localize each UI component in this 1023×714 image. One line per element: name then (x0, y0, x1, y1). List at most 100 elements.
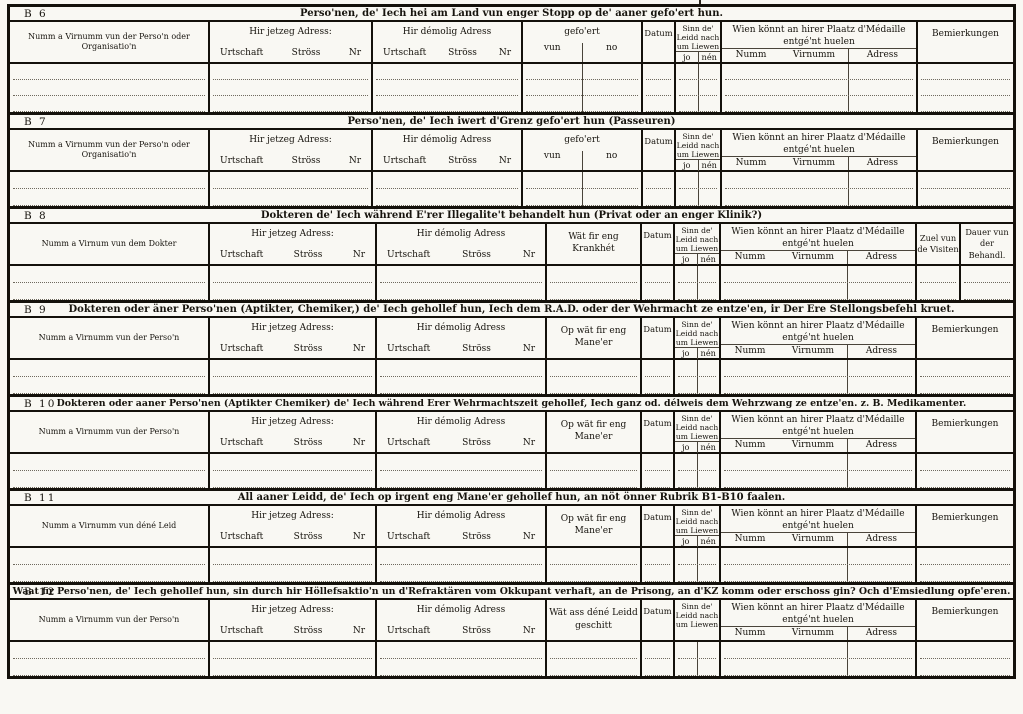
nr-label: Nr (522, 438, 535, 448)
virnumm-label: Virnumm (791, 534, 835, 545)
medal-sublabels: Numm Virnumm Adress (721, 532, 915, 546)
urtschaft-label: Urtschaft (220, 48, 264, 58)
entry-cell-remarks (917, 360, 1013, 377)
address-sublabels: Urtschaft Ströss Nr (220, 48, 361, 58)
entry-cell-datum (642, 377, 675, 394)
entry-cell-former-address (377, 642, 547, 659)
header-former-address: Hir démolig Adress Urtschaft Ströss Nr (377, 506, 547, 546)
entry-cell-current-address (210, 80, 373, 96)
urtschaft-label: Urtschaft (383, 156, 427, 166)
header-remarks: Bemierkungen (932, 137, 999, 147)
entry-cell-medal (721, 454, 917, 471)
entry-row (10, 172, 1013, 189)
section-b10: B 10 Dokteren oder aaner Perso'nen (Apti… (10, 397, 1013, 491)
entry-cell-gefoert (523, 64, 643, 80)
nr-label: Nr (522, 626, 535, 636)
what-happened-line2: geschitt (575, 620, 612, 631)
entry-cell-name (10, 471, 210, 488)
column-divider (848, 189, 849, 206)
nr-label: Nr (352, 532, 365, 542)
section-title-row: B 11 All aaner Leidd, de' Iech op irgent… (10, 491, 1013, 506)
entry-cell-current-address (210, 548, 377, 565)
entry-cell-name (10, 642, 210, 659)
section-title: Dokteren oder aaner Perso'nen (Aptikter … (56, 398, 967, 409)
jo-nen-sublabels: jo nén (676, 159, 720, 172)
address-sublabels: Urtschaft Ströss Nr (387, 250, 535, 260)
adress-label: Adress (847, 533, 915, 546)
stross-label: Ströss (293, 438, 323, 448)
entry-cell-jo-nen (675, 454, 721, 471)
current-address-label: Hir jetzeg Adress: (249, 27, 332, 37)
header-what-happened: Wät ass déné Leidd geschitt (547, 600, 642, 640)
entry-cell-medal (721, 642, 917, 659)
alive-label-line3: um Liewen (675, 526, 719, 536)
entry-cell-remarks (918, 80, 1013, 96)
header-datum: Datum (642, 412, 675, 452)
alive-label-line1: Sinn de' (681, 508, 713, 517)
current-address-label: Hir jetzeg Adress: (251, 229, 334, 239)
entry-cell-remarks (917, 642, 1013, 659)
header-name-column: Numm a Virnumm vun der Perso'n (10, 600, 210, 640)
alive-label-line2: Leidd nach (675, 235, 719, 245)
entry-rows (10, 642, 1013, 676)
entry-rows (10, 548, 1013, 582)
entry-cell-jo-nen (676, 80, 722, 96)
header-former-address: Hir démolig Adress Urtschaft Ströss Nr (373, 130, 523, 170)
header-alive: Sinn de' Leidd nach um Liewen jo nén (675, 318, 721, 360)
entry-cell-datum (643, 172, 676, 189)
entry-cell-current-address (210, 454, 377, 471)
entry-cell-jo-nen (675, 642, 721, 659)
entry-cell-former-address (377, 454, 547, 471)
nr-label: Nr (522, 532, 535, 542)
column-divider (697, 377, 698, 394)
section-title: Waat fir Perso'nen, de' Iech gehollef hu… (12, 586, 1011, 597)
medal-sublabels: Numm Virnumm Adress (722, 156, 916, 170)
address-sublabels: Urtschaft Ströss Nr (220, 344, 365, 354)
header-alive: Sinn de' Leidd nach um Liewen jo nén (675, 412, 721, 454)
medal-label-line2: entgé'nt huelen (782, 332, 854, 343)
column-divider (582, 64, 583, 80)
entry-cell-former-address (377, 360, 547, 377)
entry-cell-name (10, 172, 210, 189)
column-divider (582, 172, 583, 189)
section-id: B 10 (24, 398, 57, 410)
medal-label-line1: Wien könnt an hirer Plaatz d'Médaille (731, 603, 905, 613)
nr-label: Nr (498, 48, 511, 58)
entry-cell-what-happened (547, 659, 642, 676)
medal-label-line2: entgé'nt huelen (782, 426, 854, 437)
numm-label: Numm (735, 50, 767, 61)
entry-rows (10, 172, 1013, 206)
header-medal: Wien könnt an hirer Plaatz d'Médaille en… (722, 130, 918, 170)
entry-cell-what-happened (547, 642, 642, 659)
numm-label: Numm (734, 628, 766, 639)
header-gefoert: gefo'ert vun no (523, 22, 643, 62)
medal-sublabels: Numm Virnumm Adress (722, 48, 916, 62)
former-address-label: Hir démolig Adress (416, 417, 506, 427)
former-address-label: Hir démolig Adress (416, 229, 506, 239)
alive-label-line1: Sinn de' (681, 414, 713, 423)
section-title: Dokteren de' Iech während E'rer Illegali… (260, 210, 763, 221)
entry-cell-datum (643, 96, 676, 112)
header-datum: Datum (642, 318, 675, 358)
entry-cell-medal (721, 283, 917, 300)
column-divider (847, 471, 848, 488)
column-divider (847, 454, 848, 471)
jo-label: jo (683, 160, 691, 171)
medal-sublabels: Numm Virnumm Adress (721, 626, 915, 640)
entry-cell-name (10, 659, 210, 676)
stross-label: Ströss (462, 626, 491, 636)
no-label: no (581, 43, 642, 62)
entry-cell-gefoert (523, 172, 643, 189)
entry-cell-name (10, 189, 210, 206)
entry-cell-datum (642, 548, 675, 565)
jo-nen-sublabels: jo nén (675, 535, 719, 548)
alive-label-line3: um Liewen (675, 244, 719, 254)
header-datum: Datum (642, 600, 675, 640)
urtschaft-label: Urtschaft (387, 532, 431, 542)
entry-cell-former-address (373, 64, 523, 80)
header-datum: Datum (643, 22, 676, 62)
alive-label-line3: um Liewen (676, 42, 720, 52)
current-address-label: Hir jetzeg Adress: (249, 135, 332, 145)
alive-label-line2: Leidd nach (675, 423, 719, 433)
section-b9: B 9 Dokteren oder äner Perso'nen (Aptikt… (10, 303, 1013, 397)
